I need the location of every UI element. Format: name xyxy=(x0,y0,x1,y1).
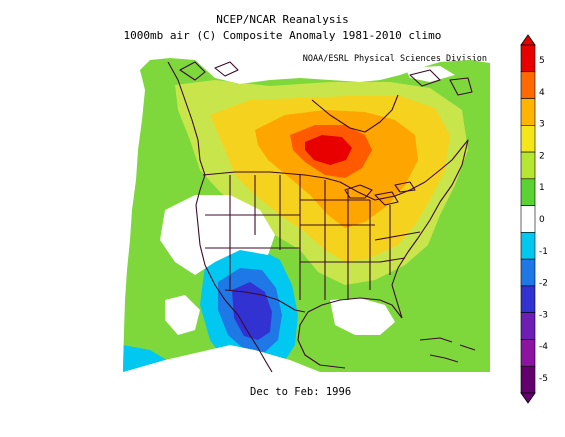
figure-subtitle: 1000mb air (C) Composite Anomaly 1981-20… xyxy=(123,29,442,42)
boundary-lines xyxy=(167,61,476,373)
colorbar-top-arrow xyxy=(520,34,536,46)
mexico-us-border xyxy=(224,289,306,313)
colorbar-tick-label: 0 xyxy=(539,215,545,225)
colorbar-swatch xyxy=(520,151,536,180)
colorbar-swatch xyxy=(520,178,536,206)
west-coastline xyxy=(167,61,273,373)
anomaly-band-zero-gulf xyxy=(330,298,395,335)
colorbar-tick-label: -1 xyxy=(539,247,548,257)
colorbar-tick-label: -2 xyxy=(539,279,548,289)
colorbar-tick-label: 2 xyxy=(539,151,545,161)
colorbar-tick-label: 3 xyxy=(539,120,545,130)
anomaly-band-zero-north xyxy=(225,62,262,80)
colorbar-tick-label: 1 xyxy=(539,183,545,193)
figure-title: NCEP/NCAR Reanalysis xyxy=(216,13,349,26)
anomaly-band-zero-ne xyxy=(405,66,455,82)
colorbar-swatch xyxy=(520,339,536,367)
gulf-coastline xyxy=(297,297,403,369)
east-coastline xyxy=(391,139,469,319)
colorbar-tick-label: 5 xyxy=(539,56,545,66)
colorbar: 5 4 3 2 1 0 -1 -2 -3 -4 -5 xyxy=(520,34,548,404)
colorbar-swatch xyxy=(520,258,536,287)
colorbar-tick-label: 4 xyxy=(539,88,545,98)
arctic-islands xyxy=(179,61,473,96)
colorbar-swatch xyxy=(520,285,536,313)
colorbar-swatch xyxy=(520,365,536,394)
colorbar-tick-label: -3 xyxy=(539,310,548,320)
anomaly-band-6 xyxy=(305,135,352,165)
anomaly-band-zero-sw xyxy=(165,295,200,335)
great-lakes xyxy=(344,181,416,206)
colorbar-swatch xyxy=(520,98,536,126)
colorbar-swatch xyxy=(520,125,536,153)
colorbar-swatch xyxy=(520,44,536,73)
colorbar-swatch xyxy=(520,312,536,340)
colorbar-bottom-arrow xyxy=(520,392,536,404)
hudson-bay-coast xyxy=(311,94,399,133)
credit-label: NOAA/ESRL Physical Sciences Division xyxy=(302,54,487,64)
colorbar-swatch xyxy=(520,205,536,233)
canada-us-border xyxy=(202,171,426,201)
colorbar-tick-label: -5 xyxy=(539,374,548,384)
colorbar-swatch xyxy=(520,232,536,260)
state-lines-central xyxy=(300,180,380,300)
state-lines-east xyxy=(369,200,421,290)
state-lines-west xyxy=(205,175,301,300)
anomaly-field xyxy=(123,58,490,372)
colorbar-swatch xyxy=(520,71,536,99)
caribbean-islands xyxy=(419,337,476,363)
anomaly-band-neg-3 xyxy=(232,282,272,340)
period-label: Dec to Feb: 1996 xyxy=(250,386,352,398)
colorbar-tick-label: -4 xyxy=(539,342,548,352)
